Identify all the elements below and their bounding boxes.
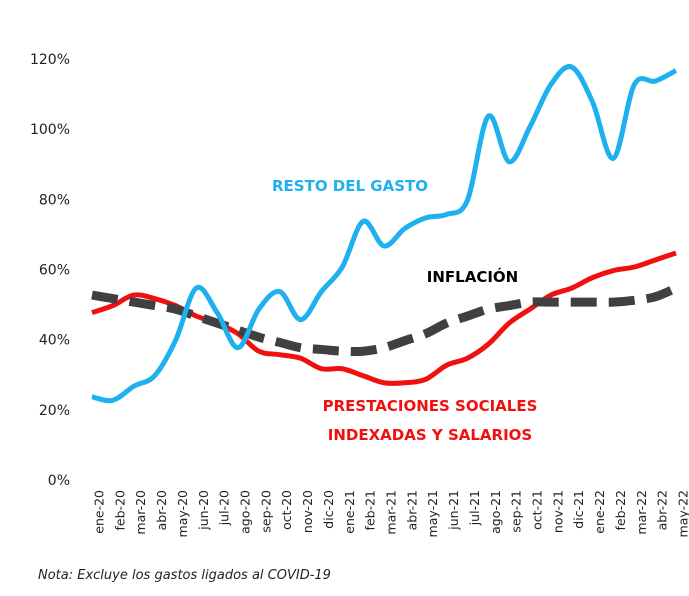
- series-label: PRESTACIONES SOCIALES INDEXADAS Y SALARI…: [322, 397, 538, 444]
- x-tick-label: jun-20: [196, 490, 211, 531]
- series-label: INFLACIÓN: [426, 268, 519, 286]
- x-tick-label: oct-20: [279, 490, 294, 530]
- x-tick-label: sep-21: [509, 490, 524, 533]
- x-tick-label: may-21: [425, 490, 440, 537]
- y-tick-label: 40%: [39, 333, 70, 349]
- x-tick-label: abr-21: [404, 490, 419, 530]
- x-tick-label: nov-21: [550, 490, 565, 533]
- x-tick-label: jun-21: [446, 490, 461, 531]
- series-line: [91, 283, 678, 357]
- y-tick-label: 0%: [48, 473, 70, 489]
- x-tick-label: ago-20: [238, 490, 253, 534]
- y-tick-label: 100%: [30, 122, 70, 138]
- x-tick-label: abr-20: [154, 490, 169, 530]
- y-tick-label: 120%: [30, 52, 70, 68]
- x-tick-label: mar-20: [133, 490, 148, 535]
- x-tick-label: jul-21: [467, 490, 482, 526]
- x-tick-label: mar-21: [384, 490, 399, 535]
- x-tick-label: feb-21: [363, 490, 378, 530]
- x-tick-label: sep-20: [258, 490, 273, 533]
- x-tick-label: jul-20: [217, 490, 232, 526]
- series-label: RESTO DEL GASTO: [272, 177, 428, 195]
- x-tick-label: feb-20: [112, 490, 127, 530]
- x-tick-label: ene-20: [92, 490, 107, 534]
- note: Nota: Excluye los gastos ligados al COVI…: [38, 568, 331, 583]
- series-line: [91, 250, 677, 386]
- x-tick-label: feb-22: [613, 490, 628, 530]
- x-tick-label: dic-21: [571, 490, 586, 529]
- x-tick-label: dic-20: [321, 490, 336, 529]
- y-tick-label: 20%: [39, 403, 70, 419]
- x-tick-label: ene-22: [592, 490, 607, 534]
- x-tick-label: abr-22: [655, 490, 670, 530]
- x-tick-label: nov-20: [300, 490, 315, 533]
- series-line: [91, 64, 678, 404]
- x-tick-label: may-20: [175, 490, 190, 537]
- x-tick-label: may-22: [676, 490, 689, 537]
- x-tick-label: ene-21: [342, 490, 357, 534]
- y-tick-label: 60%: [39, 263, 70, 279]
- x-tick-label: ago-21: [488, 490, 503, 534]
- x-tick-label: mar-22: [634, 490, 649, 535]
- y-tick-label: 80%: [39, 192, 70, 208]
- x-tick-label: oct-21: [530, 490, 545, 530]
